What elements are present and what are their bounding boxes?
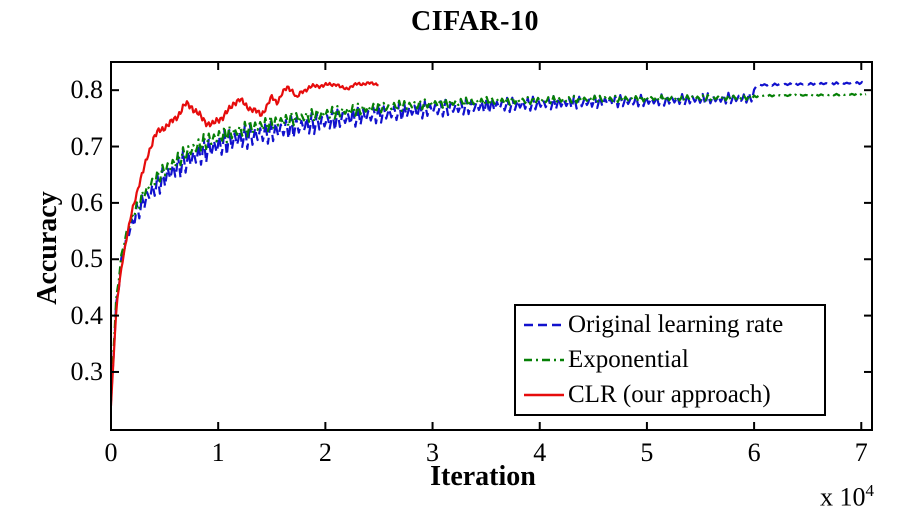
x-tick-label: 5 — [640, 438, 654, 467]
y-tick-label: 0.5 — [70, 244, 104, 274]
series-line-1 — [111, 92, 867, 401]
legend-label: CLR (our approach) — [568, 381, 771, 408]
y-tick-label: 0.7 — [70, 131, 104, 161]
x-tick-label: 4 — [533, 438, 547, 467]
x-tick-label: 7 — [854, 438, 868, 467]
y-tick-label: 0.3 — [70, 356, 104, 386]
x-axis-exponent-label: x 104 — [770, 481, 874, 513]
curves-layer — [111, 80, 867, 406]
y-tick-label: 0.6 — [70, 187, 104, 217]
tick-marks — [110, 62, 872, 430]
axes-box — [110, 61, 873, 431]
legend-label: Original learning rate — [568, 311, 784, 338]
x-axis-label: Iteration — [430, 461, 536, 492]
x-tick-label: 2 — [318, 438, 332, 467]
legend-line-sample-dashed — [524, 323, 564, 327]
x-tick-label: 1 — [211, 438, 225, 467]
legend-line-sample-solid — [524, 393, 564, 397]
x-tick-label: 0 — [104, 438, 118, 467]
chart-title: CIFAR-10 — [411, 6, 539, 37]
legend-item-original-lr: Original learning rate — [522, 308, 824, 343]
legend: Original learning rate Exponential CLR (… — [514, 304, 826, 416]
series-line-2 — [111, 81, 379, 406]
y-tick-label: 0.8 — [70, 75, 104, 105]
x-exponent-power: 4 — [865, 481, 875, 500]
legend-line-sample-dashdot — [524, 358, 564, 362]
series-line-0 — [111, 80, 867, 402]
legend-label: Exponential — [568, 346, 689, 373]
x-tick-label: 3 — [426, 438, 440, 467]
legend-item-exponential: Exponential — [522, 343, 824, 378]
y-tick-label: 0.4 — [70, 300, 104, 330]
x-tick-label: 6 — [747, 438, 761, 467]
legend-item-clr: CLR (our approach) — [522, 378, 824, 413]
x-exponent-base: x 10 — [820, 482, 866, 512]
